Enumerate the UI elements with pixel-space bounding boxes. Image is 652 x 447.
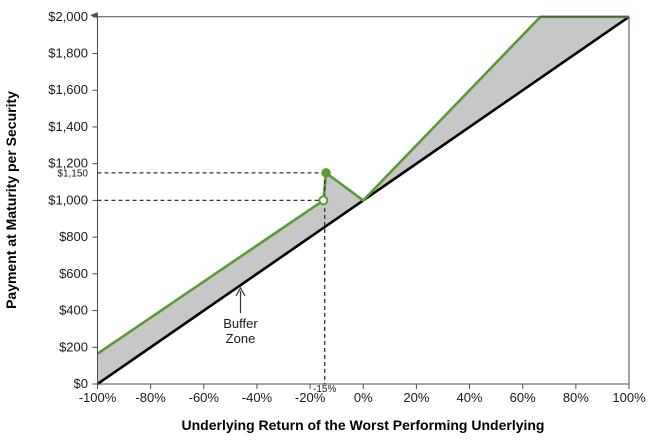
svg-text:60%: 60% — [510, 390, 536, 405]
svg-text:-15%: -15% — [313, 384, 336, 395]
svg-text:$800: $800 — [59, 229, 88, 244]
svg-text:-80%: -80% — [135, 390, 166, 405]
svg-text:$600: $600 — [59, 266, 88, 281]
svg-text:40%: 40% — [457, 390, 483, 405]
svg-text:80%: 80% — [563, 390, 589, 405]
svg-text:$1,000: $1,000 — [48, 192, 88, 207]
svg-text:$1,400: $1,400 — [48, 119, 88, 134]
svg-text:$400: $400 — [59, 303, 88, 318]
svg-text:-100%: -100% — [79, 390, 117, 405]
svg-text:20%: 20% — [403, 390, 429, 405]
svg-text:-60%: -60% — [189, 390, 220, 405]
svg-text:Zone: Zone — [226, 331, 256, 346]
svg-text:$0: $0 — [74, 376, 88, 391]
svg-text:-40%: -40% — [242, 390, 273, 405]
svg-text:$1,800: $1,800 — [48, 46, 88, 61]
svg-text:$2,000: $2,000 — [48, 9, 88, 24]
svg-text:Buffer: Buffer — [223, 316, 258, 331]
svg-text:Payment at Maturity per Securi: Payment at Maturity per Security — [3, 91, 19, 309]
svg-text:Underlying Return of the Worst: Underlying Return of the Worst Performin… — [182, 417, 545, 433]
svg-text:$1,600: $1,600 — [48, 82, 88, 97]
svg-text:0%: 0% — [354, 390, 373, 405]
svg-text:$1,150: $1,150 — [57, 169, 88, 180]
svg-text:$200: $200 — [59, 339, 88, 354]
svg-text:100%: 100% — [612, 390, 646, 405]
